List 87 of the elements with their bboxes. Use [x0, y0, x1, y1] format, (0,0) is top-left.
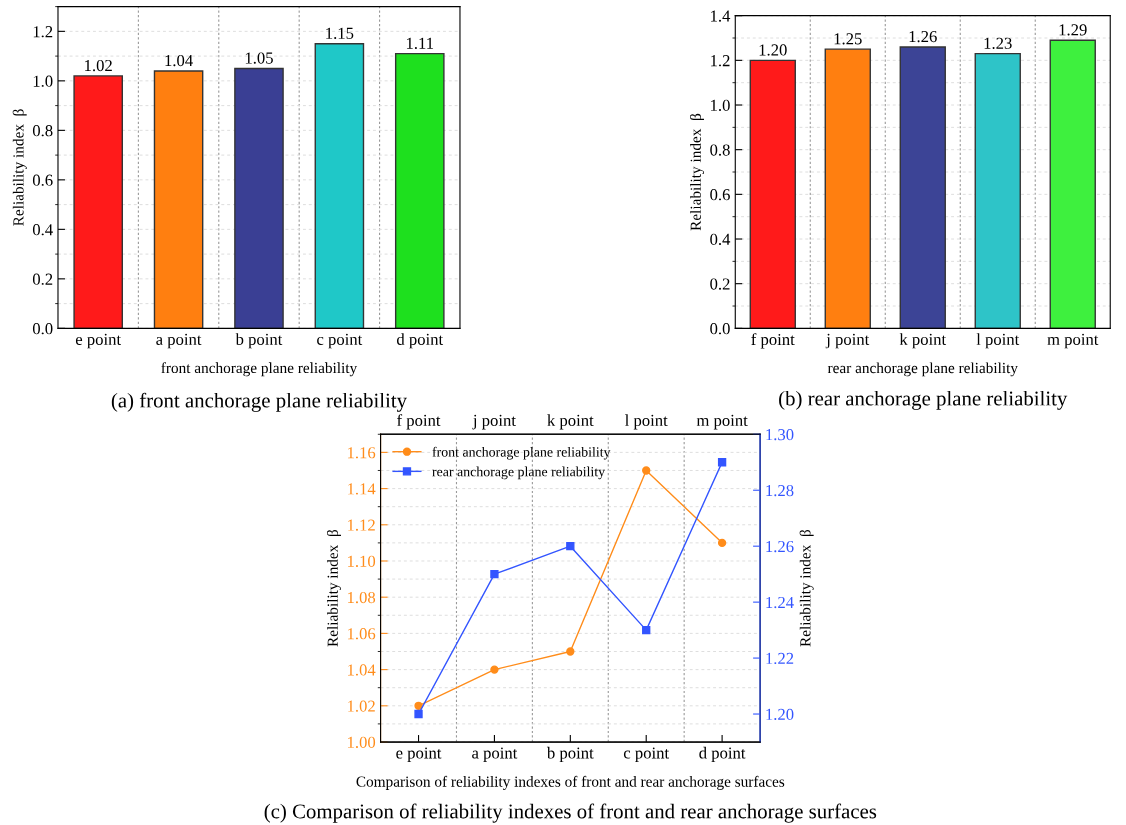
- bar: [153, 70, 204, 329]
- x-tick-label: f point: [751, 333, 795, 349]
- point: [414, 701, 423, 710]
- y-tick-label: 0.4: [710, 233, 731, 246]
- y-tick-label: 1.16: [348, 447, 376, 459]
- x-axis-title: Comparison of reliability indexes of front and rear anchorage surfaces: [356, 775, 785, 790]
- point: [566, 647, 575, 656]
- x-tick-label: j point: [825, 333, 870, 349]
- legend-label: front anchorage plane reliability: [432, 446, 611, 460]
- y-tick-label: 1.10: [348, 555, 376, 568]
- y-tick-label: 0.6: [710, 189, 730, 201]
- text: (a) front anchorage plane reliability: [111, 392, 407, 412]
- point: [414, 709, 423, 719]
- y-tick-label: 1.12: [348, 519, 375, 531]
- y-tick-label: 0.2: [32, 273, 53, 285]
- data-label: 1.04: [165, 54, 193, 67]
- bar: [234, 67, 284, 329]
- y-tick-label: 1.02: [348, 700, 375, 712]
- data-label: 1.11: [406, 37, 434, 49]
- data-label: 1.05: [245, 52, 273, 64]
- y2-axis-title: Reliability index β: [799, 529, 814, 647]
- point: [642, 625, 651, 635]
- y2-tick-label: 1.28: [766, 484, 794, 497]
- point: [642, 466, 651, 475]
- bar: [73, 75, 124, 329]
- y-tick-label: 1.06: [348, 628, 376, 640]
- data-label: 1.29: [1059, 24, 1087, 36]
- legend-label: rear anchorage plane reliability: [432, 466, 606, 480]
- text: (c) Comparison of reliability indexes of front and rear anchorage surfaces: [264, 803, 877, 823]
- point: [490, 665, 499, 674]
- y-tick-label: 1.04: [348, 664, 376, 676]
- y-tick-label: 0.8: [710, 144, 730, 156]
- text: f point: [397, 414, 441, 430]
- point: [490, 569, 499, 579]
- text: j point: [472, 414, 516, 430]
- y2-tick-label: 1.26: [766, 540, 794, 553]
- y-axis-title: Reliability index β: [689, 113, 705, 231]
- data-label: 1.02: [85, 59, 112, 72]
- point: [717, 458, 727, 467]
- y-tick-label: 1.2: [711, 55, 730, 67]
- x-tick-label: l point: [976, 333, 1020, 349]
- data-label: 1.15: [326, 27, 354, 40]
- x-tick-label: d point: [699, 746, 746, 762]
- y-tick-label: 1.4: [711, 10, 731, 22]
- y2-tick-label: 1.20: [766, 708, 794, 721]
- y2-tick-label: 1.22: [766, 652, 794, 665]
- x-tick-label: m point: [1047, 333, 1099, 349]
- bar: [314, 43, 365, 329]
- x-tick-label: k point: [899, 333, 947, 349]
- data-label: 1.25: [834, 33, 862, 45]
- text: k point: [547, 414, 594, 430]
- y-tick-label: 0.0: [710, 323, 730, 335]
- x-tick-label: c point: [623, 747, 670, 762]
- y-tick-label: 0.0: [32, 323, 53, 335]
- x-tick-label: b point: [235, 333, 283, 349]
- y-tick-label: 0.6: [32, 174, 53, 186]
- y-tick-label: 0.2: [710, 278, 730, 290]
- text: m point: [696, 414, 748, 430]
- y-axis-title: Reliability index β: [12, 109, 27, 226]
- y-tick-label: 1.08: [348, 591, 376, 604]
- text: l point: [625, 414, 668, 430]
- y2-tick-label: 1.24: [766, 596, 794, 609]
- text: (b) rear anchorage plane reliability: [779, 390, 1068, 410]
- x-axis-title: rear anchorage plane reliability: [827, 362, 1018, 377]
- y2-tick-label: 1.30: [766, 428, 794, 441]
- x-tick-label: a point: [472, 747, 518, 762]
- x-tick-label: c point: [317, 333, 363, 349]
- point: [566, 542, 575, 551]
- y-axis-title: Reliability index β: [326, 529, 341, 647]
- x-tick-label: b point: [546, 746, 594, 762]
- y-tick-label: 0.8: [32, 125, 53, 137]
- y-tick-label: 1.0: [711, 99, 730, 112]
- data-label: 1.23: [984, 37, 1012, 49]
- bar: [394, 52, 445, 329]
- x-tick-label: d point: [396, 333, 444, 349]
- data-label: 1.26: [909, 30, 937, 43]
- data-label: 1.20: [759, 44, 787, 56]
- x-tick-label: e point: [396, 747, 442, 762]
- x-tick-label: e point: [75, 333, 121, 349]
- y-tick-label: 1.00: [348, 736, 376, 749]
- y-tick-label: 1.14: [348, 483, 376, 495]
- x-tick-label: a point: [156, 333, 202, 349]
- y-tick-label: 0.4: [32, 224, 53, 236]
- y-tick-label: 1.0: [33, 75, 53, 87]
- y-tick-label: 1.2: [33, 26, 53, 38]
- x-axis-title: front anchorage plane reliability: [161, 362, 358, 377]
- point: [717, 538, 727, 548]
